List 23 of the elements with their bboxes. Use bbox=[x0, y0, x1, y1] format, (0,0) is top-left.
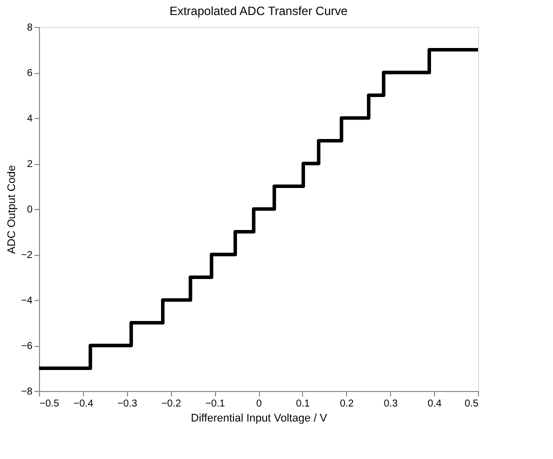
y-tick-label: −4 bbox=[21, 296, 33, 306]
y-axis-title: ADC Output Code bbox=[6, 165, 18, 254]
x-tick-label: −0.4 bbox=[74, 398, 94, 410]
x-axis-title: Differential Input Voltage / V bbox=[190, 412, 328, 424]
y-tick-label: −6 bbox=[21, 341, 33, 352]
y-tick-label: 6 bbox=[26, 68, 33, 79]
x-tick-label: −0.1 bbox=[205, 398, 226, 410]
x-tick-label: 0.4 bbox=[428, 398, 442, 410]
x-tick-label: 0.5 bbox=[464, 398, 479, 410]
x-tick-label: 0 bbox=[256, 398, 262, 410]
x-tick-label: 0.3 bbox=[384, 398, 398, 410]
x-tick-label: 0.2 bbox=[340, 398, 354, 410]
y-tick-label: 8 bbox=[26, 22, 33, 34]
y-tick-label: −8 bbox=[21, 386, 33, 398]
x-tick-label: −0.2 bbox=[161, 398, 182, 410]
y-tick-label: 4 bbox=[26, 114, 33, 124]
x-tick-label: 0.1 bbox=[296, 398, 310, 410]
y-tick-label: 2 bbox=[26, 159, 33, 170]
y-tick-label: −2 bbox=[21, 250, 33, 261]
chart-title: Extrapolated ADC Transfer Curve bbox=[169, 4, 348, 18]
x-tick-label: −0.3 bbox=[117, 398, 138, 410]
y-tick-label: 0 bbox=[26, 204, 33, 216]
x-tick-label: −0.5 bbox=[40, 398, 60, 410]
